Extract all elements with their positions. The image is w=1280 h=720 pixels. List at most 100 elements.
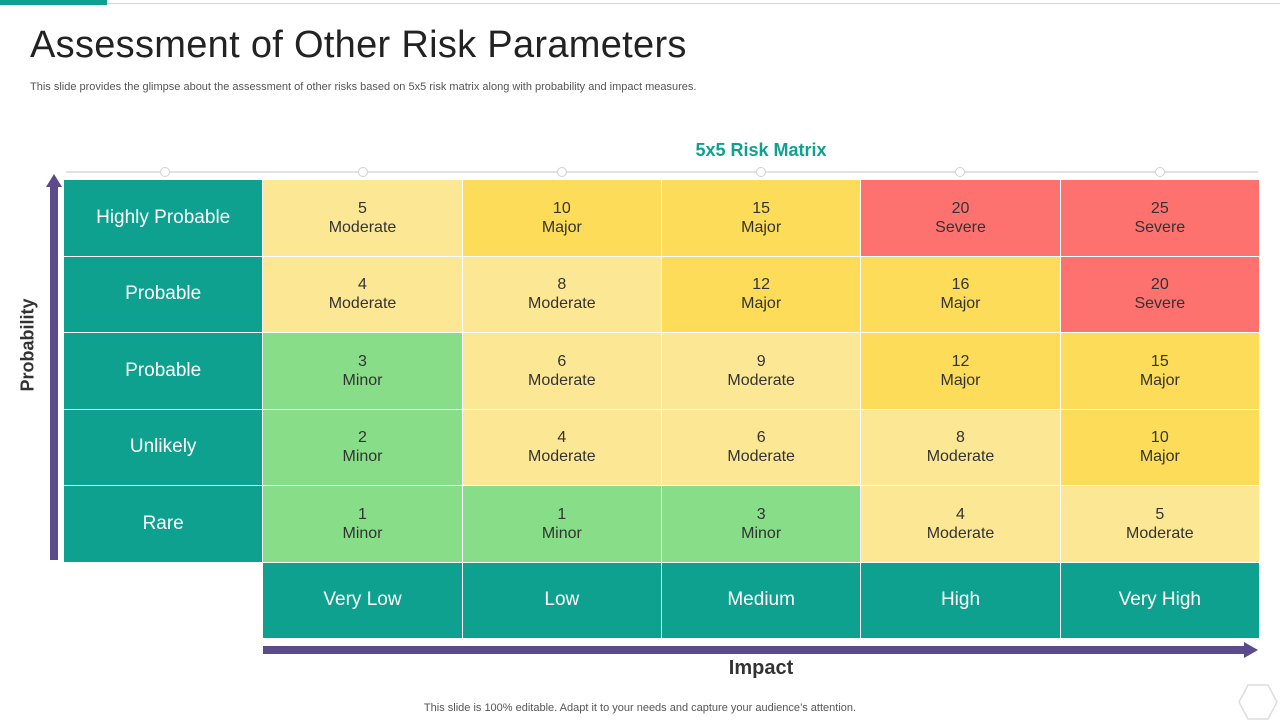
- slide-subtitle: This slide provides the glimpse about th…: [30, 81, 697, 93]
- risk-cell: 15 Major: [661, 180, 861, 256]
- risk-level: Major: [1139, 371, 1180, 389]
- risk-cell: 4 Moderate: [263, 256, 462, 332]
- risk-score: 10: [552, 199, 571, 217]
- risk-cell: 16 Major: [861, 256, 1060, 332]
- risk-level: Severe: [1134, 295, 1186, 313]
- risk-score: 1: [557, 505, 567, 523]
- risk-score: 4: [956, 505, 965, 523]
- risk-score: 12: [752, 276, 771, 294]
- risk-cell: 4 Moderate: [861, 486, 1060, 562]
- risk-level: Major: [541, 218, 582, 236]
- risk-level: Severe: [935, 218, 986, 236]
- top-accent-bar: [0, 0, 107, 5]
- risk-score: 10: [1150, 429, 1169, 447]
- risk-cell: 15 Major: [1060, 333, 1259, 409]
- column-label: Very Low: [263, 562, 462, 638]
- risk-level: Minor: [342, 371, 383, 389]
- risk-cell: 12 Major: [861, 333, 1060, 409]
- risk-cell: 20 Severe: [1060, 256, 1259, 332]
- risk-score: 6: [557, 352, 567, 370]
- decorative-dot: [1155, 167, 1165, 177]
- risk-score: 20: [951, 199, 970, 217]
- risk-level: Major: [741, 218, 782, 236]
- probability-arrow: [50, 186, 58, 560]
- risk-level: Major: [741, 295, 782, 313]
- risk-level: Severe: [1134, 218, 1186, 236]
- decorative-dot: [756, 167, 766, 177]
- risk-level: Major: [940, 295, 981, 313]
- risk-level: Moderate: [528, 371, 596, 389]
- risk-score: 4: [358, 276, 367, 294]
- slide-title: Assessment of Other Risk Parameters: [30, 24, 687, 66]
- risk-cell: 1 Minor: [462, 486, 661, 562]
- decorative-dot: [358, 167, 368, 177]
- impact-arrow: [263, 646, 1246, 654]
- decorative-line: [66, 171, 1258, 173]
- probability-arrow-head: [46, 174, 62, 187]
- risk-cell: 25 Severe: [1060, 180, 1259, 256]
- decorative-dot: [955, 167, 965, 177]
- risk-score: 8: [557, 276, 567, 294]
- risk-score: 4: [557, 429, 567, 447]
- risk-cell: 9 Moderate: [661, 333, 861, 409]
- risk-cell: 1 Minor: [263, 486, 462, 562]
- risk-cell: 3 Minor: [263, 333, 462, 409]
- risk-matrix-grid: Highly Probable 5 Moderate 10 Major 15 Majo…: [64, 180, 1259, 638]
- risk-level: Minor: [342, 524, 383, 542]
- risk-cell: 6 Moderate: [661, 409, 861, 485]
- risk-score: 5: [1155, 505, 1165, 523]
- risk-score: 2: [358, 429, 367, 447]
- risk-score: 25: [1150, 199, 1169, 217]
- risk-cell: 2 Minor: [263, 409, 462, 485]
- risk-level: Moderate: [926, 524, 995, 542]
- risk-level: Moderate: [727, 371, 795, 389]
- row-label: Probable: [64, 333, 263, 409]
- row-label: Rare: [64, 486, 263, 562]
- risk-score: 15: [1150, 352, 1169, 370]
- risk-level: Minor: [741, 524, 782, 542]
- risk-cell: 8 Moderate: [462, 256, 661, 332]
- risk-cell: 5 Moderate: [1060, 486, 1259, 562]
- risk-cell: 10 Major: [462, 180, 661, 256]
- risk-score: 16: [951, 276, 970, 294]
- risk-level: Minor: [342, 448, 383, 466]
- risk-score: 8: [956, 429, 965, 447]
- impact-arrow-head: [1244, 642, 1258, 658]
- top-divider: [107, 3, 1280, 4]
- risk-cell: 8 Moderate: [861, 409, 1060, 485]
- probability-axis-label: Probability: [17, 298, 38, 392]
- hexagon-icon: [1238, 684, 1278, 720]
- risk-score: 6: [756, 429, 766, 447]
- empty-corner: [64, 562, 263, 638]
- risk-cell: 12 Major: [661, 256, 861, 332]
- risk-score: 5: [358, 199, 367, 217]
- matrix-title: 5x5 Risk Matrix: [695, 140, 827, 160]
- risk-score: 12: [951, 352, 970, 370]
- risk-score: 9: [756, 352, 766, 370]
- impact-axis-label: Impact: [728, 657, 794, 679]
- risk-cell: 10 Major: [1060, 409, 1259, 485]
- row-label: Highly Probable: [64, 180, 263, 256]
- row-label: Unlikely: [64, 409, 263, 485]
- column-label: Low: [462, 562, 661, 638]
- risk-cell: 5 Moderate: [263, 180, 462, 256]
- risk-cell: 20 Severe: [861, 180, 1060, 256]
- risk-level: Moderate: [727, 448, 795, 466]
- risk-score: 1: [358, 505, 367, 523]
- risk-score: 3: [756, 505, 766, 523]
- risk-level: Moderate: [528, 448, 596, 466]
- risk-cell: 3 Minor: [661, 486, 861, 562]
- risk-cell: 6 Moderate: [462, 333, 661, 409]
- row-label: Probable: [64, 256, 263, 332]
- column-label: High: [861, 562, 1060, 638]
- decorative-dot: [557, 167, 567, 177]
- decorative-dot: [160, 167, 170, 177]
- risk-score: 15: [752, 199, 771, 217]
- risk-level: Moderate: [1126, 524, 1194, 542]
- column-label: Very High: [1060, 562, 1259, 638]
- column-label: Medium: [661, 562, 861, 638]
- footer-note: This slide is 100% editable. Adapt it to…: [423, 702, 857, 714]
- risk-score: 3: [358, 352, 367, 370]
- risk-level: Moderate: [328, 218, 397, 236]
- risk-score: 20: [1150, 276, 1169, 294]
